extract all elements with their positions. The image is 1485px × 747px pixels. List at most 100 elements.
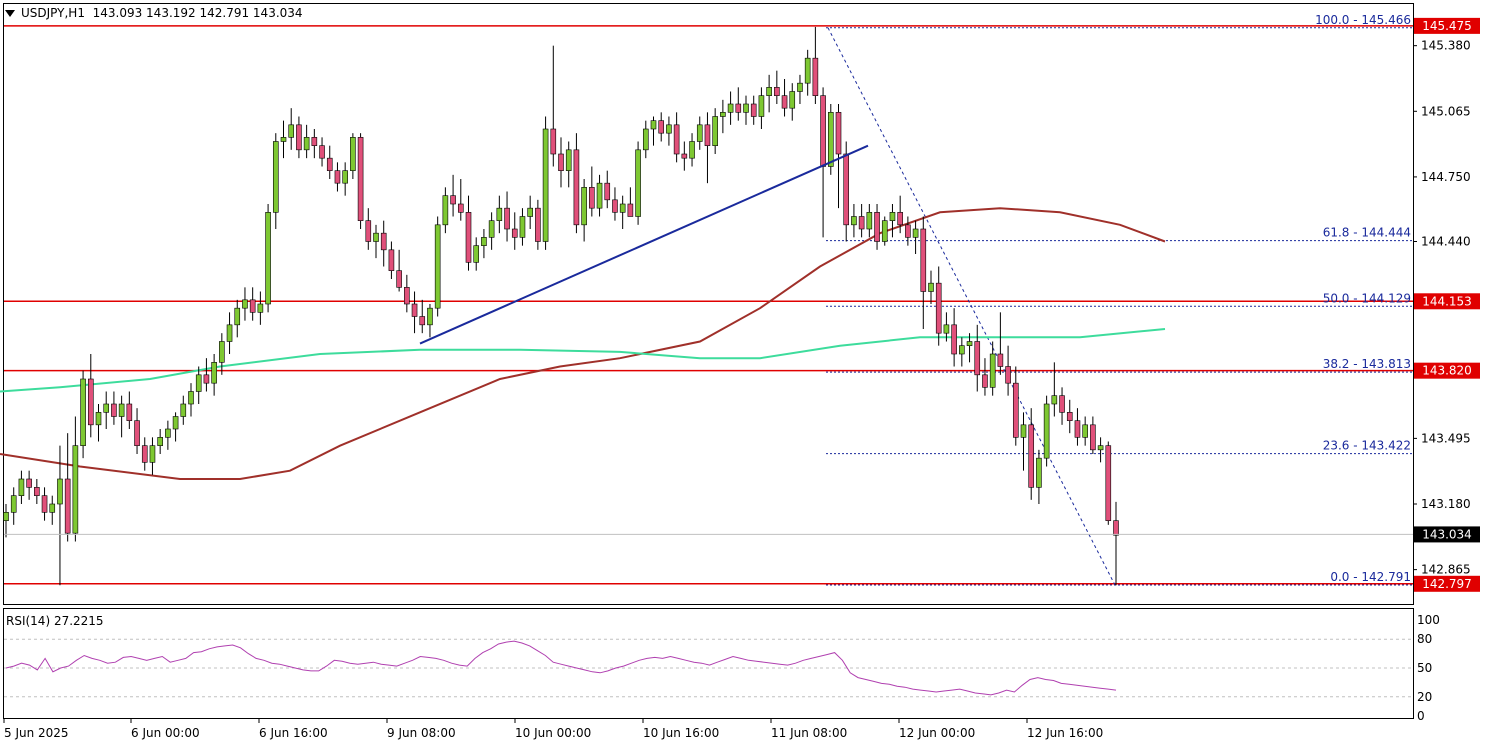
candle-body <box>1051 395 1058 405</box>
candle-body <box>419 316 426 326</box>
candle-body <box>997 353 1004 367</box>
candle-body <box>689 141 695 159</box>
candle <box>658 112 665 142</box>
bullish-trendline[interactable] <box>419 144 869 345</box>
time-tick-label: 10 Jun 16:00 <box>643 726 719 740</box>
candle-body <box>596 182 603 209</box>
candle-body <box>1043 403 1050 459</box>
time-tick-label: 9 Jun 08:00 <box>387 726 456 740</box>
candle <box>565 141 572 188</box>
candle <box>303 124 310 159</box>
candle <box>64 433 71 542</box>
candle-body <box>411 303 418 317</box>
candle-body <box>1090 424 1096 451</box>
price-axis: 145.380 145.065 144.750 144.440 143.495 143.1… <box>4 39 1480 577</box>
candle <box>750 95 757 125</box>
candle-body <box>195 374 202 392</box>
level-price-tag <box>1414 293 1480 310</box>
candle <box>527 195 533 229</box>
candle <box>689 133 695 167</box>
candle <box>272 133 279 229</box>
rsi-panel-frame <box>3 608 1414 719</box>
candle <box>342 162 348 196</box>
candle-body <box>589 187 595 209</box>
ma-long-line <box>0 207 1166 480</box>
candle <box>519 208 526 246</box>
candle-body <box>642 128 649 151</box>
candle <box>434 216 441 317</box>
candle <box>288 108 295 150</box>
candle-body <box>1105 445 1112 521</box>
candle <box>905 216 911 246</box>
fib-level-label: 38.2 - 143.813 <box>1323 357 1411 371</box>
candle-body <box>1097 445 1104 451</box>
fibonacci-levels: 100.0 - 145.466 61.8 - 144.444 50.0 - 144.… <box>826 13 1413 586</box>
candle <box>1090 416 1096 454</box>
candle <box>619 195 626 229</box>
candle-body <box>696 124 703 142</box>
rsi-tick-label: 50 <box>1417 661 1432 675</box>
candle <box>172 412 179 442</box>
candle <box>781 79 788 117</box>
candle-body <box>141 445 148 463</box>
candle-body <box>10 495 17 513</box>
candle <box>72 416 79 542</box>
candle-body <box>1074 420 1081 438</box>
candle <box>473 237 480 271</box>
candle-body <box>820 95 826 167</box>
candle-body <box>581 187 587 226</box>
fib-retracement-diagonal[interactable] <box>827 27 1116 586</box>
candle <box>789 83 796 121</box>
candle <box>511 212 518 250</box>
candle <box>1097 437 1104 463</box>
candle <box>141 437 148 471</box>
candle-body <box>265 212 271 305</box>
candle-body <box>935 282 942 334</box>
candle <box>997 312 1004 375</box>
candle <box>766 74 772 113</box>
candle-body <box>1113 520 1119 536</box>
candle <box>1012 366 1019 446</box>
candle <box>265 204 271 313</box>
price-tick-label: 144.750 <box>1421 170 1471 184</box>
candle <box>612 187 618 221</box>
candle-body <box>203 374 210 384</box>
candle-body <box>118 403 125 417</box>
candle-body <box>311 137 318 146</box>
candle <box>319 137 325 167</box>
dropdown-triangle-icon[interactable] <box>5 10 15 17</box>
candle <box>820 87 826 238</box>
candle-body <box>126 403 133 421</box>
candle-body <box>18 478 25 496</box>
candle-body <box>211 362 217 384</box>
candle <box>642 120 649 159</box>
candle <box>935 266 942 346</box>
candle <box>118 395 125 438</box>
candle <box>774 70 780 104</box>
candle-body <box>743 103 749 113</box>
candle <box>311 129 318 159</box>
candle <box>404 274 410 313</box>
candle <box>188 383 194 417</box>
level-price-tag <box>1414 17 1480 34</box>
candle <box>1082 416 1088 446</box>
candle-body <box>959 345 965 355</box>
candle <box>442 187 449 234</box>
candle-body <box>1028 424 1035 488</box>
level-price-label: 143.820 <box>1422 364 1472 378</box>
candle <box>3 504 9 538</box>
candle-body <box>966 341 973 346</box>
candle-body <box>357 137 364 221</box>
candle <box>26 470 32 500</box>
candle <box>481 229 487 259</box>
rsi-indicator: 100 80 50 20 0 <box>4 613 1440 723</box>
candle <box>157 429 163 454</box>
candle-body <box>257 303 264 313</box>
candle <box>249 287 256 321</box>
candle-body <box>982 374 988 388</box>
candle <box>257 291 264 325</box>
candle <box>573 133 580 234</box>
candle-body <box>835 112 842 155</box>
candle <box>34 479 40 504</box>
candle <box>419 299 426 334</box>
